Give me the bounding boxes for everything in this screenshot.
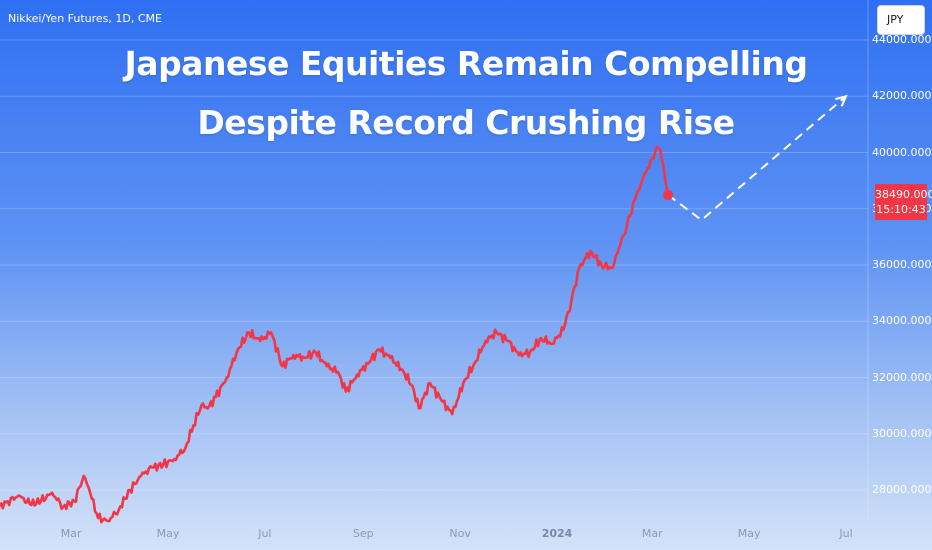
bar-countdown: 15:10:43 [876,203,926,216]
price-series-line [0,145,670,524]
y-tick-label: 40000.000 [872,145,932,159]
x-tick-label: Nov [449,527,471,540]
x-tick-label: May [737,527,761,540]
last-price-marker [663,189,674,200]
symbol-label[interactable]: Nikkei/Yen Futures, 1D, CME [8,12,162,25]
x-tick-label: 2024 [541,527,573,540]
x-tick-label: Jul [258,527,272,540]
projection-arrowhead [835,94,848,107]
y-tick-label: 32000.000 [872,370,932,384]
y-tick-label: 36000.000 [872,258,932,271]
currency-button[interactable]: JPY [877,5,925,35]
x-tick-label: Sep [352,527,374,540]
x-tick-label: Jul [839,527,853,540]
chart-title-line-1: Japanese Equities Remain Compelling [124,44,808,83]
y-tick-label: 28000.000 [872,483,932,496]
y-tick-label: 34000.000 [872,314,932,328]
x-tick-label: Mar [60,527,82,540]
y-tick-label: 44000.000 [872,33,932,46]
x-tick-label: May [156,527,180,540]
x-tick-label: Mar [641,527,663,540]
y-tick-label: 30000.000 [872,426,932,440]
last-price-value: 38490.000 [875,188,932,201]
last-price-tag: 38490.000 15:10:43 [875,184,932,220]
chart-title-line-2: Despite Record Crushing Rise [197,103,735,142]
projection-path [667,95,847,222]
y-tick-label: 42000.000 [872,89,932,103]
